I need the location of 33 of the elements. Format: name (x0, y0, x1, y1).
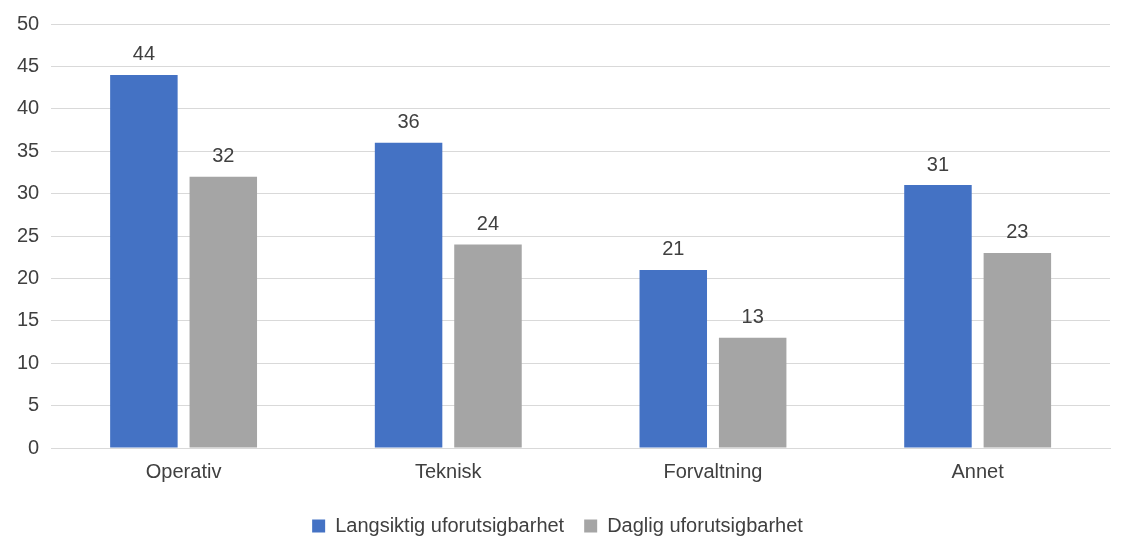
y-tick-label: 25 (17, 223, 40, 246)
bar (110, 74, 178, 448)
y-tick-label: 40 (17, 96, 40, 119)
data-label: 24 (476, 212, 500, 234)
x-tick-label: Teknisk (414, 459, 483, 482)
data-label: 13 (741, 305, 764, 328)
legend-label: Langsiktig uforutsigbarhet (335, 513, 565, 536)
y-tick-label: 10 (17, 350, 40, 373)
y-tick-label: 0 (28, 435, 40, 458)
y-tick-label: 50 (17, 11, 40, 34)
y-tick-label: 5 (28, 393, 40, 416)
data-label: 32 (212, 144, 235, 167)
y-tick-label: 30 (17, 181, 40, 204)
data-label: 36 (397, 110, 420, 133)
bar (454, 244, 522, 448)
y-tick-label: 15 (17, 308, 40, 331)
bar (904, 185, 972, 448)
data-label: 21 (662, 237, 685, 260)
data-label: 44 (132, 42, 156, 65)
x-tick-label: Forvaltning (663, 459, 763, 482)
y-tick-label: 35 (17, 138, 40, 161)
data-label: 31 (926, 152, 950, 175)
bar (718, 337, 787, 448)
bar (639, 269, 708, 448)
y-tick-label: 20 (17, 265, 40, 288)
x-tick-label: Operativ (145, 459, 222, 482)
y-tick-label: 45 (17, 53, 40, 76)
bar (189, 176, 258, 448)
bar (374, 142, 443, 448)
legend-label: Daglig uforutsigbarhet (607, 513, 804, 536)
bar (983, 252, 1052, 448)
data-label: 23 (1006, 220, 1029, 243)
x-tick-label: Annet (951, 459, 1005, 482)
